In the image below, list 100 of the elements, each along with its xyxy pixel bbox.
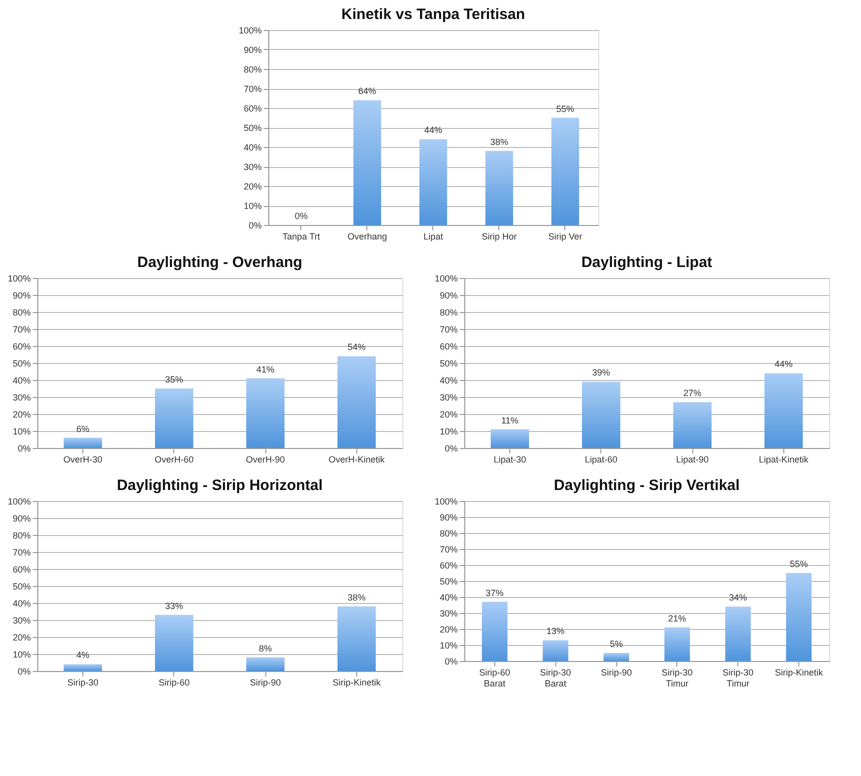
bar [482, 602, 508, 661]
x-tick-label: OverH-90 [246, 454, 285, 464]
x-tick-label: OverH-60 [154, 454, 194, 464]
y-tick-label: 100% [238, 26, 262, 36]
y-tick-label: 30% [12, 392, 31, 402]
data-label: 41% [256, 364, 274, 374]
x-tick-label: Sirip-60 Barat [479, 668, 510, 688]
y-tick-label: 70% [12, 548, 31, 558]
data-label: 6% [76, 424, 90, 434]
y-tick-label: 100% [434, 496, 458, 506]
bar [604, 653, 630, 661]
bar [764, 373, 803, 448]
y-tick-label: 90% [440, 512, 458, 522]
y-tick-label: 50% [12, 358, 31, 368]
y-tick-label: 50% [12, 582, 31, 592]
bar [786, 573, 812, 661]
x-tick-label: OverH-Kinetik [328, 454, 386, 464]
y-tick-label: 80% [244, 64, 262, 74]
bar [154, 614, 194, 671]
data-label: 38% [490, 136, 508, 147]
y-tick-label: 60% [12, 342, 31, 352]
y-tick-label: 50% [440, 576, 458, 586]
data-label: 11% [501, 415, 519, 426]
y-tick-label: 10% [440, 426, 458, 436]
bar [542, 640, 568, 661]
bar [154, 388, 194, 448]
data-label: 55% [556, 104, 574, 114]
y-tick-label: 70% [440, 544, 458, 554]
x-tick-label: Lipat-60 [584, 454, 618, 464]
x-tick-label: Sirip-Kinetik [774, 668, 824, 678]
y-tick-label: 10% [440, 640, 458, 650]
y-tick-label: 0% [18, 666, 31, 676]
y-tick-label: 0% [444, 656, 458, 666]
bar [582, 382, 620, 448]
y-tick-label: 0% [18, 444, 31, 454]
y-tick-label: 10% [12, 650, 31, 660]
y-tick-label: 40% [440, 592, 458, 602]
y-tick-label: 20% [440, 410, 458, 420]
y-tick-label: 60% [12, 564, 31, 574]
x-tick-label: Sirip-30 [67, 678, 98, 688]
y-tick-label: 50% [440, 358, 458, 368]
chart-title: Daylighting - Lipat [581, 254, 712, 271]
y-tick-label: 60% [244, 104, 262, 114]
y-tick-label: 100% [8, 496, 31, 506]
data-label: 5% [610, 639, 623, 649]
y-tick-label: 30% [440, 392, 458, 402]
chart-title: Kinetik vs Tanpa Teritisan [341, 6, 526, 23]
y-tick-label: 90% [12, 514, 31, 524]
y-tick-label: 90% [244, 45, 262, 55]
data-label: 35% [165, 374, 184, 384]
y-tick-label: 80% [12, 308, 31, 318]
data-label: 38% [348, 592, 366, 602]
data-label: 27% [683, 388, 702, 398]
data-label: 55% [790, 559, 808, 569]
data-label: 8% [258, 643, 272, 654]
y-tick-label: 40% [244, 142, 262, 152]
data-label: 64% [358, 86, 376, 96]
y-tick-label: 20% [244, 182, 262, 192]
bar [551, 118, 580, 225]
x-tick-label: Overhang [347, 232, 388, 242]
y-tick-label: 80% [440, 308, 458, 318]
x-tick-label: Sirip-90 [600, 668, 632, 678]
y-tick-label: 80% [440, 528, 458, 538]
data-label: 33% [165, 600, 184, 611]
y-tick-label: 40% [12, 598, 31, 608]
bar [337, 606, 376, 671]
y-tick-label: 30% [440, 608, 458, 618]
x-tick-label: Lipat-90 [676, 454, 709, 464]
x-tick-label: Sirip Ver [548, 232, 582, 242]
x-tick-label: Sirip Hor [482, 232, 517, 242]
bar [419, 139, 448, 225]
data-label: 0% [294, 211, 308, 221]
data-label: 13% [546, 626, 565, 636]
y-tick-label: 100% [434, 274, 458, 284]
x-tick-label: Sirip-30 Barat [540, 668, 572, 688]
y-tick-label: 70% [12, 324, 31, 334]
bar [490, 429, 530, 448]
data-label: 34% [728, 592, 748, 603]
y-tick-label: 90% [440, 290, 458, 300]
y-tick-label: 20% [12, 632, 31, 642]
y-tick-label: 10% [244, 201, 262, 211]
chart-title: Daylighting - Sirip Vertikal [554, 477, 740, 494]
x-tick-label: Sirip-60 [158, 678, 190, 688]
x-tick-label: Sirip-30 Timur [662, 668, 693, 688]
data-label: 44% [774, 359, 793, 370]
x-tick-label: Sirip-30 Timur [722, 668, 754, 688]
bar [246, 378, 285, 448]
bar [337, 356, 376, 448]
bar [353, 100, 382, 225]
y-tick-label: 60% [440, 560, 458, 570]
x-tick-label: OverH-30 [63, 454, 102, 464]
bar [64, 438, 102, 448]
bar [673, 402, 712, 448]
y-tick-label: 50% [244, 123, 262, 133]
y-tick-label: 10% [12, 426, 31, 436]
y-tick-label: 30% [244, 162, 262, 172]
bar [725, 606, 751, 661]
y-tick-label: 90% [12, 290, 31, 300]
x-tick-label: Lipat [423, 232, 444, 242]
x-tick-label: Sirip-Kinetik [332, 678, 382, 688]
